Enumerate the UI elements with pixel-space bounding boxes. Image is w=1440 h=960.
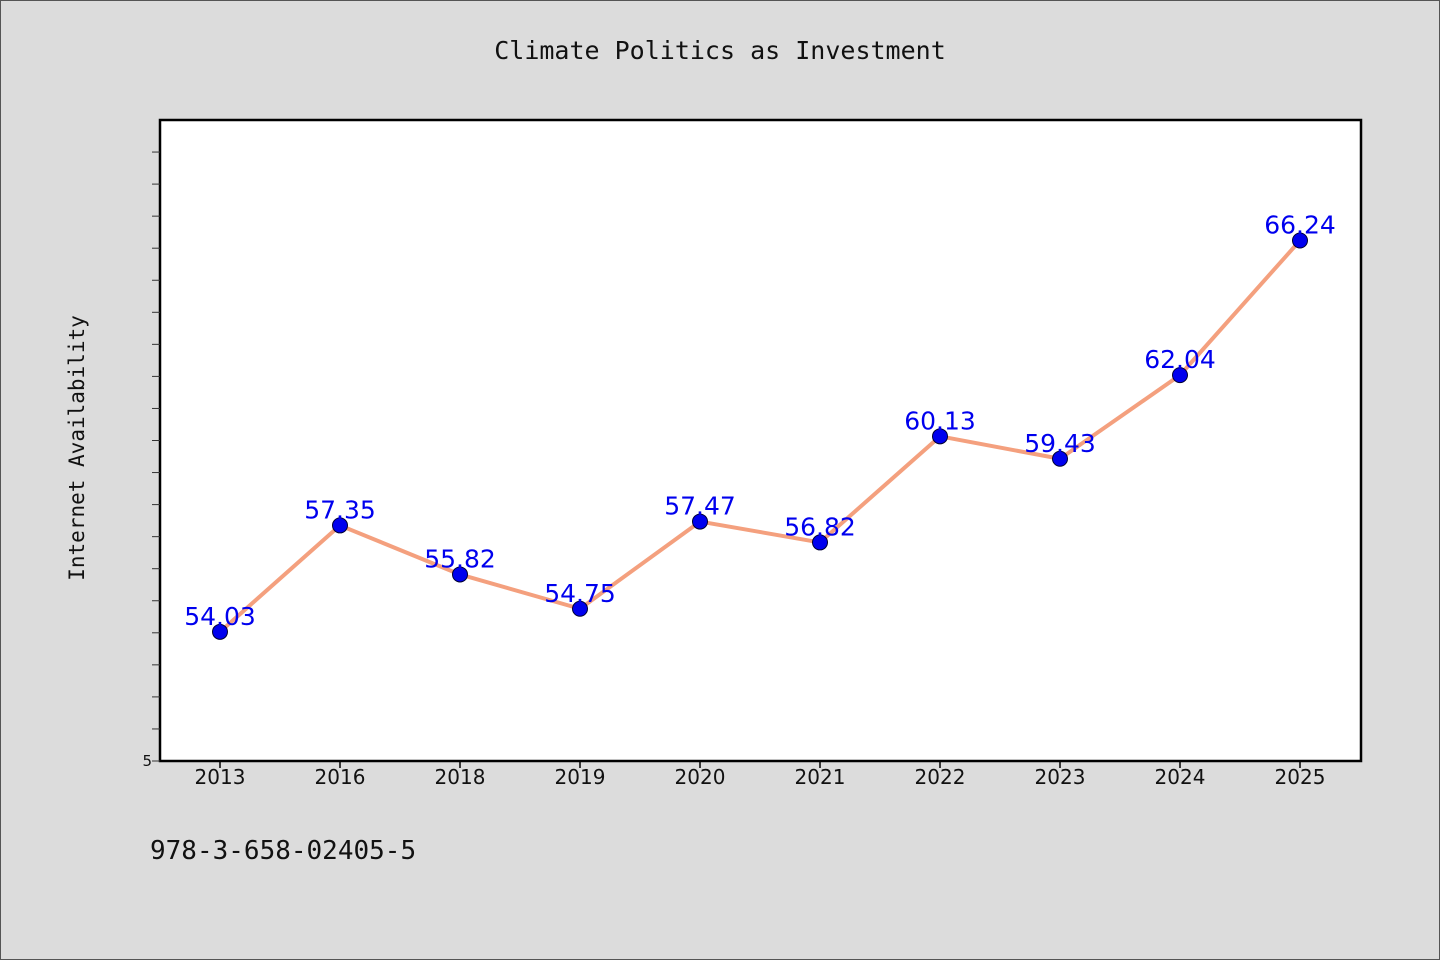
data-point xyxy=(932,428,948,445)
data-point xyxy=(812,534,828,551)
data-point xyxy=(1172,367,1188,384)
data-point xyxy=(572,600,588,617)
data-label: 57.47 xyxy=(664,492,736,521)
x-tick-label: 2018 xyxy=(435,765,486,789)
footer-identifier: 978-3-658-02405-5 xyxy=(150,836,417,866)
x-tick-label: 2023 xyxy=(1035,765,1086,789)
data-label: 54.03 xyxy=(184,602,256,631)
x-tick-label: 2022 xyxy=(915,765,966,789)
data-label: 55.82 xyxy=(424,544,496,573)
x-tick-label: 2025 xyxy=(1275,765,1326,789)
data-label: 56.82 xyxy=(784,512,856,541)
x-tick-label: 2024 xyxy=(1155,765,1206,789)
series-line xyxy=(218,238,1302,634)
x-tick-label: 2020 xyxy=(675,765,726,789)
data-point xyxy=(1052,450,1068,467)
data-point xyxy=(452,566,468,583)
data-point xyxy=(332,517,348,534)
data-label: 60.13 xyxy=(904,406,976,435)
x-tick-label: 2013 xyxy=(195,765,246,789)
data-label: 54.75 xyxy=(544,579,616,608)
data-point xyxy=(692,513,708,530)
y-tick-label: 5 xyxy=(142,752,152,770)
x-tick-label: 2019 xyxy=(555,765,606,789)
chart-title: Climate Politics as Investment xyxy=(494,36,946,65)
data-label: 59.43 xyxy=(1024,429,1096,458)
x-tick-label: 2021 xyxy=(795,765,846,789)
plot-area xyxy=(158,118,1363,763)
data-point xyxy=(212,623,228,640)
data-point xyxy=(1292,232,1308,249)
data-label: 57.35 xyxy=(304,495,376,524)
data-label: 62.04 xyxy=(1144,345,1216,374)
x-tick-label: 2016 xyxy=(315,765,366,789)
data-label: 66.24 xyxy=(1264,211,1336,240)
